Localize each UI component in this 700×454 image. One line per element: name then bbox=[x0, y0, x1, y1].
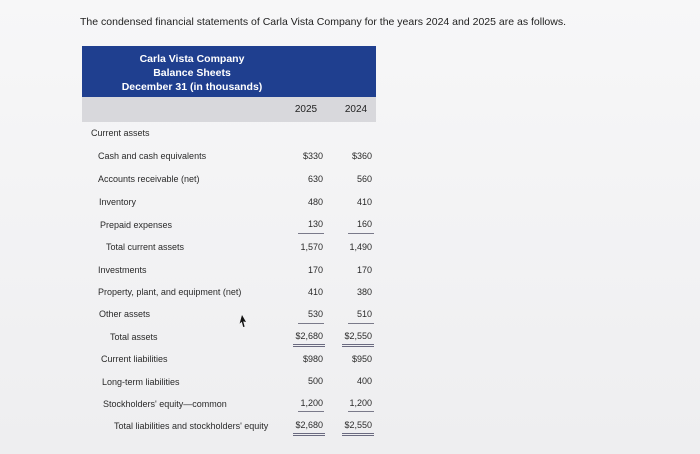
statement-date: December 31 (in thousands) bbox=[121, 81, 263, 93]
row-value-2025: 530 bbox=[307, 309, 323, 319]
total-double-rule-2025 bbox=[293, 344, 325, 347]
row-value-2024: 410 bbox=[356, 197, 372, 207]
total-double-rule-2024 bbox=[342, 433, 374, 436]
row-value-2025: 1,200 bbox=[300, 398, 323, 408]
row-value-2024: 160 bbox=[356, 219, 372, 229]
row-label: Long-term liabilities bbox=[102, 377, 180, 387]
row-value-2024: 560 bbox=[356, 174, 372, 184]
subtotal-rule-2024 bbox=[348, 233, 374, 234]
column-2025: 2025 bbox=[294, 104, 318, 115]
row-value-2025: $330 bbox=[302, 151, 323, 161]
row-label: Cash and cash equivalents bbox=[98, 151, 207, 161]
row-label: Other assets bbox=[99, 309, 151, 319]
row-label: Stockholders' equity—common bbox=[103, 399, 227, 409]
row-value-2025: 130 bbox=[307, 219, 323, 229]
section-current-assets: Current assets bbox=[91, 128, 150, 138]
row-value-2025: 480 bbox=[307, 197, 323, 207]
row-label: Current liabilities bbox=[101, 354, 168, 364]
row-label: Prepaid expenses bbox=[100, 220, 173, 230]
column-2024: 2024 bbox=[344, 104, 368, 115]
row-label: Accounts receivable (net) bbox=[98, 174, 200, 184]
row-label: Property, plant, and equipment (net) bbox=[98, 287, 242, 297]
statement-title: Balance Sheets bbox=[153, 67, 231, 79]
row-value-2024: 1,200 bbox=[349, 398, 372, 408]
subtotal-rule-2024 bbox=[348, 323, 374, 324]
subtotal-rule-2025 bbox=[298, 233, 324, 234]
row-label: Inventory bbox=[99, 197, 137, 207]
row-value-2024: 170 bbox=[356, 265, 372, 275]
row-value-2025: $980 bbox=[302, 354, 323, 364]
row-value-2024: $950 bbox=[351, 354, 372, 364]
total-double-rule-2025 bbox=[293, 433, 325, 436]
row-value-2024: $2,550 bbox=[344, 331, 372, 341]
row-value-2025: 630 bbox=[307, 174, 323, 184]
intro-text: The condensed financial statements of Ca… bbox=[80, 16, 567, 28]
company-name: Carla Vista Company bbox=[139, 53, 245, 65]
row-value-2025: 170 bbox=[307, 265, 323, 275]
row-label: Investments bbox=[98, 265, 147, 275]
mouse-cursor-icon bbox=[239, 315, 246, 327]
balance-sheet-header: Carla Vista Company Balance Sheets Decem… bbox=[82, 46, 376, 97]
row-value-2025: 500 bbox=[307, 376, 323, 386]
column-headers: 2025 2024 bbox=[82, 97, 376, 122]
row-value-2025: 1,570 bbox=[300, 242, 323, 252]
row-value-2025: $2,680 bbox=[295, 420, 323, 430]
row-value-2024: 510 bbox=[356, 309, 372, 319]
subtotal-rule-2024 bbox=[348, 411, 374, 412]
row-label: Total liabilities and stockholders' equi… bbox=[114, 421, 269, 431]
row-value-2024: 1,490 bbox=[349, 242, 372, 252]
row-value-2025: $2,680 bbox=[295, 331, 323, 341]
row-value-2024: 380 bbox=[356, 287, 372, 297]
row-value-2024: $2,550 bbox=[344, 420, 372, 430]
row-label: Total assets bbox=[110, 332, 158, 342]
row-value-2025: 410 bbox=[307, 287, 323, 297]
row-label: Total current assets bbox=[106, 242, 185, 252]
subtotal-rule-2025 bbox=[298, 323, 324, 324]
row-value-2024: $360 bbox=[351, 151, 372, 161]
subtotal-rule-2025 bbox=[298, 411, 324, 412]
row-value-2024: 400 bbox=[356, 376, 372, 386]
total-double-rule-2024 bbox=[342, 344, 374, 347]
